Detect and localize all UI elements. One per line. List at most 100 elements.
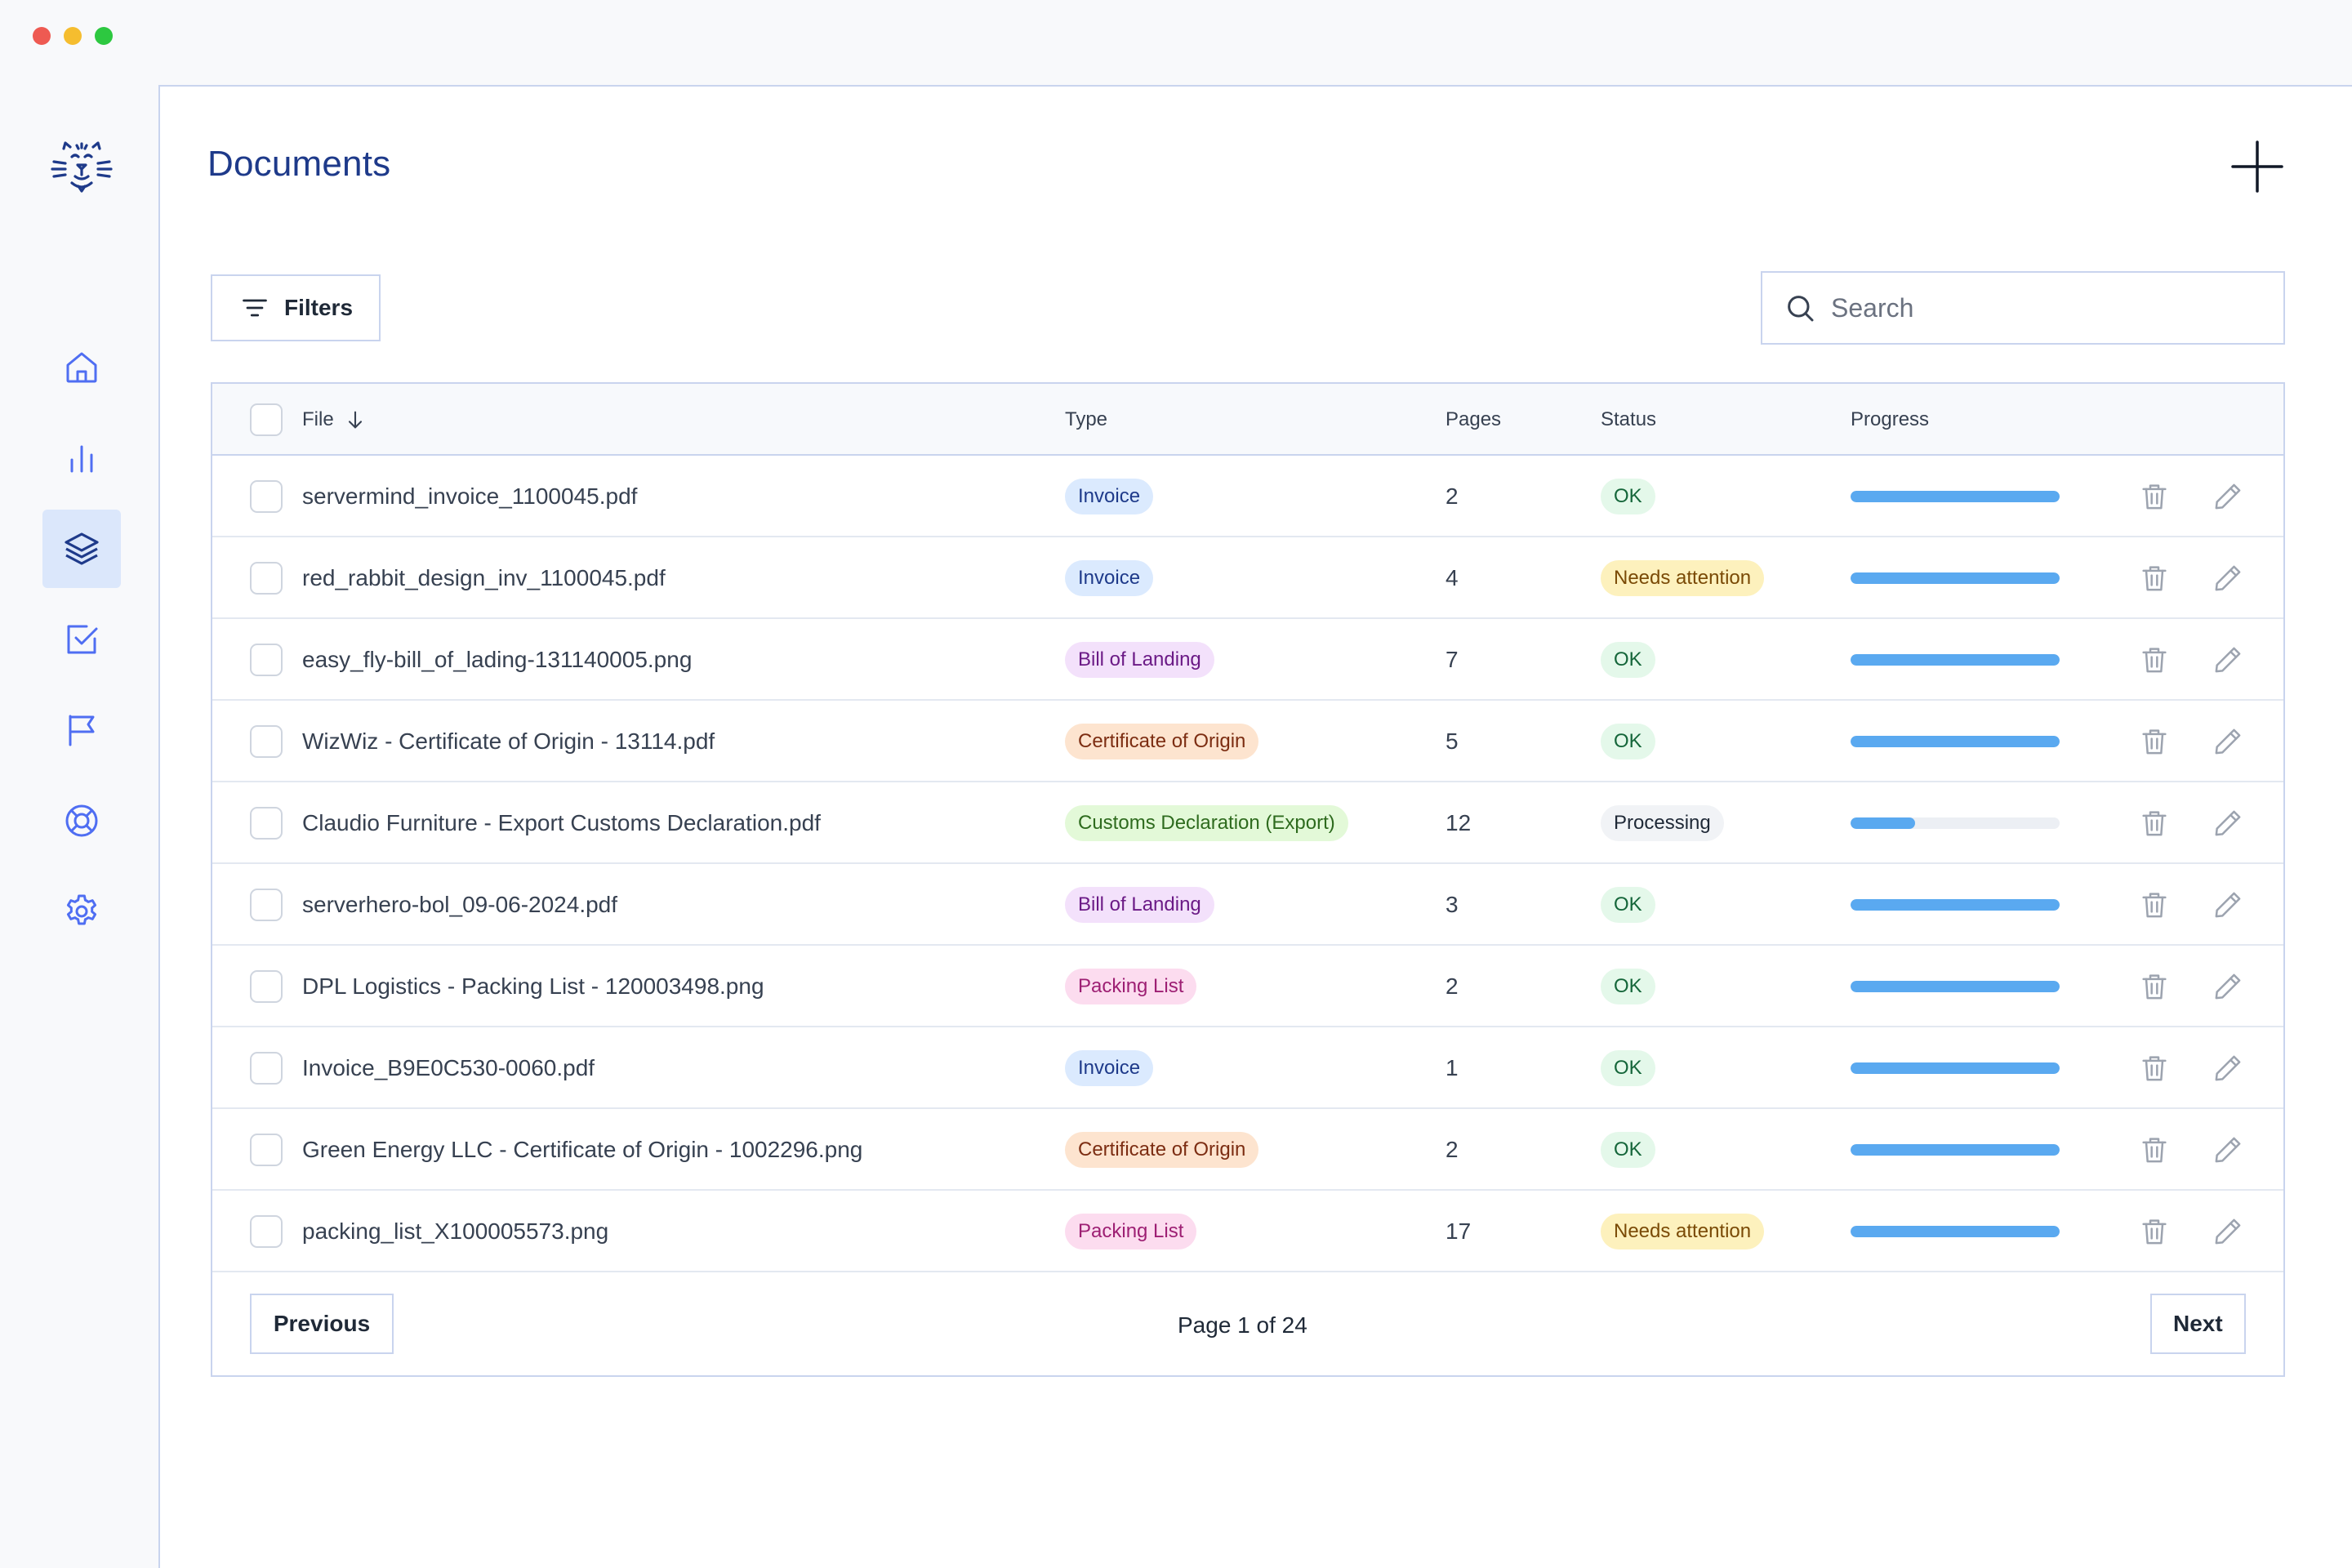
row-checkbox[interactable] [250,480,283,513]
filters-button[interactable]: Filters [211,274,381,341]
file-name[interactable]: servermind_invoice_1100045.pdf [302,483,638,509]
row-checkbox[interactable] [250,1052,283,1085]
search-input[interactable] [1831,292,2272,323]
search-field[interactable] [1761,271,2285,345]
delete-button[interactable] [2138,619,2171,701]
minimize-window-button[interactable] [64,27,82,45]
edit-button[interactable] [2212,1027,2244,1109]
table-row[interactable]: DPL Logistics - Packing List - 120003498… [212,946,2283,1027]
table-row[interactable]: red_rabbit_design_inv_1100045.pdf Invoic… [212,537,2283,619]
sidebar-item-home[interactable] [42,328,121,407]
edit-button[interactable] [2212,619,2244,701]
row-checkbox[interactable] [250,725,283,758]
row-checkbox[interactable] [250,1134,283,1166]
row-checkbox[interactable] [250,889,283,921]
sidebar-item-documents[interactable] [42,510,121,588]
zoom-window-button[interactable] [95,27,113,45]
file-name[interactable]: serverhero-bol_09-06-2024.pdf [302,892,618,917]
row-checkbox[interactable] [250,1215,283,1248]
sidebar-item-flags[interactable] [42,691,121,769]
pencil-icon [2215,973,2241,1000]
table-row[interactable]: servermind_invoice_1100045.pdf Invoice 2… [212,456,2283,537]
edit-button[interactable] [2212,946,2244,1027]
file-name[interactable]: WizWiz - Certificate of Origin - 13114.p… [302,728,715,754]
type-badge: Certificate of Origin [1065,724,1259,760]
file-name[interactable]: Invoice_B9E0C530-0060.pdf [302,1055,595,1080]
progress-bar [1851,572,2060,584]
type-cell: Packing List [1065,946,1197,1027]
progress-cell [1851,782,2060,864]
table-row[interactable]: easy_fly-bill_of_lading-131140005.png Bi… [212,619,2283,701]
file-name[interactable]: Green Energy LLC - Certificate of Origin… [302,1137,863,1162]
trash-icon [2142,974,2167,1000]
progress-fill [1851,1226,2060,1237]
sidebar-item-support[interactable] [42,782,121,860]
main-panel: Documents Filters File [158,85,2352,1568]
row-checkbox[interactable] [250,970,283,1003]
table-row[interactable]: packing_list_X100005573.png Packing List… [212,1191,2283,1272]
select-all-checkbox[interactable] [250,403,283,436]
edit-button[interactable] [2212,1191,2244,1272]
table-row[interactable]: Green Energy LLC - Certificate of Origin… [212,1109,2283,1191]
type-badge: Invoice [1065,1050,1154,1086]
delete-button[interactable] [2138,864,2171,946]
status-cell: OK [1601,1027,1655,1109]
table-row[interactable]: WizWiz - Certificate of Origin - 13114.p… [212,701,2283,782]
status-badge: OK [1601,1132,1655,1168]
edit-button[interactable] [2212,701,2244,782]
delete-button[interactable] [2138,1191,2171,1272]
edit-button[interactable] [2212,782,2244,864]
next-page-button[interactable]: Next [2150,1294,2246,1354]
delete-button[interactable] [2138,537,2171,619]
sidebar-item-tasks[interactable] [42,600,121,679]
delete-button[interactable] [2138,1109,2171,1191]
status-badge: OK [1601,887,1655,923]
home-icon [66,352,97,383]
pencil-icon [2215,810,2241,836]
file-name[interactable]: DPL Logistics - Packing List - 120003498… [302,973,764,999]
gear-icon [66,894,97,925]
row-checkbox[interactable] [250,562,283,595]
file-name[interactable]: Claudio Furniture - Export Customs Decla… [302,810,821,835]
page-info: Page 1 of 24 [1178,1312,1307,1338]
file-name[interactable]: packing_list_X100005573.png [302,1218,609,1244]
row-select-cell [250,619,283,701]
sidebar-item-analytics[interactable] [42,419,121,497]
row-checkbox[interactable] [250,644,283,676]
table-row[interactable]: Invoice_B9E0C530-0060.pdf Invoice 1 OK [212,1027,2283,1109]
progress-cell [1851,946,2060,1027]
type-badge: Bill of Landing [1065,887,1214,923]
table-row[interactable]: serverhero-bol_09-06-2024.pdf Bill of La… [212,864,2283,946]
delete-button[interactable] [2138,782,2171,864]
row-checkbox[interactable] [250,807,283,840]
edit-button[interactable] [2212,456,2244,537]
close-window-button[interactable] [33,27,51,45]
column-header-file[interactable]: File [302,384,367,456]
delete-button[interactable] [2138,1027,2171,1109]
status-badge: OK [1601,724,1655,760]
previous-page-button[interactable]: Previous [250,1294,394,1354]
row-select-cell [250,864,283,946]
delete-button[interactable] [2138,456,2171,537]
delete-button[interactable] [2138,946,2171,1027]
cat-face-logo-icon[interactable] [47,140,116,194]
file-name[interactable]: red_rabbit_design_inv_1100045.pdf [302,565,666,590]
progress-cell [1851,537,2060,619]
type-badge: Customs Declaration (Export) [1065,805,1348,841]
progress-bar [1851,736,2060,747]
type-cell: Packing List [1065,1191,1197,1272]
type-cell: Invoice [1065,537,1154,619]
add-document-button[interactable] [2225,134,2290,199]
delete-button[interactable] [2138,701,2171,782]
pencil-icon [2215,565,2241,591]
row-select-cell [250,1027,283,1109]
edit-button[interactable] [2212,864,2244,946]
edit-button[interactable] [2212,537,2244,619]
edit-button[interactable] [2212,1109,2244,1191]
progress-cell [1851,1027,2060,1109]
sidebar-item-settings[interactable] [42,872,121,951]
column-header-progress: Progress [1851,384,1929,456]
file-name[interactable]: easy_fly-bill_of_lading-131140005.png [302,647,693,672]
table-row[interactable]: Claudio Furniture - Export Customs Decla… [212,782,2283,864]
